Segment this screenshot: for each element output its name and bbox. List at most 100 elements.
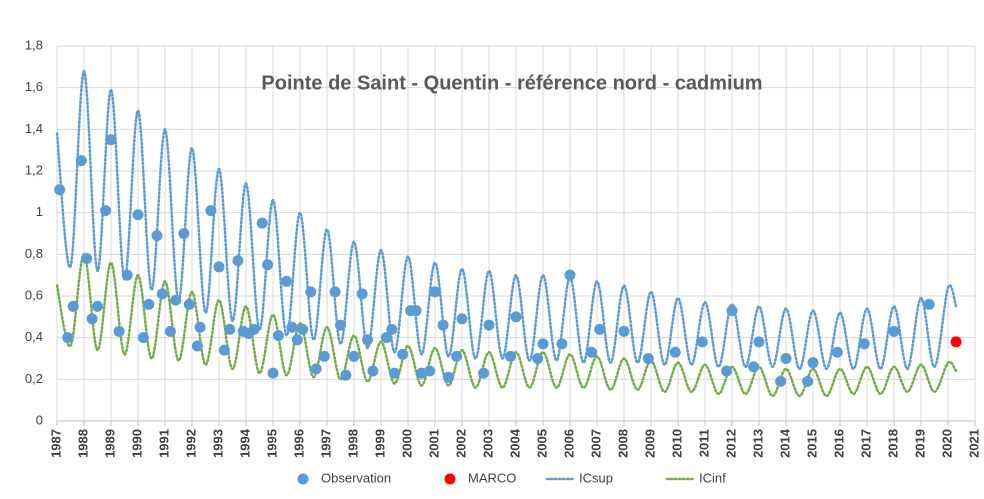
data-point [505,350,517,362]
x-tick-label: 2004 [507,428,522,458]
data-point [669,346,681,358]
x-tick-label: 2000 [399,429,414,458]
y-tick-label: 1 [36,204,43,219]
x-tick-label: 2008 [615,429,630,458]
data-point [923,298,935,310]
data-point [105,134,117,146]
data-point [858,338,870,350]
data-point [642,353,654,364]
x-tick-label: 1993 [210,429,225,458]
data-point [478,367,490,379]
data-point [92,300,103,312]
data-point [807,357,819,369]
series-line [55,69,958,371]
data-point [618,325,630,337]
data-point [483,319,495,331]
legend-label: ICsup [579,470,613,485]
x-tick-label: 2020 [939,429,954,458]
data-point [305,286,317,298]
legend-label: Observation [321,470,391,485]
data-point [397,348,409,360]
data-point [443,371,454,383]
legend-label: MARCO [468,470,516,485]
data-point [362,334,373,346]
y-tick-label: 0,4 [25,329,43,344]
data-point [62,332,74,344]
data-point [586,346,598,358]
data-point [137,332,149,344]
grid: 0 0,2 0,4 0,6 0,8 1 1,2 1,4 1,6 1,8 1987 1988 1989 19… [25,37,982,457]
data-point [81,253,93,264]
data-point [802,375,814,387]
data-point [950,336,962,348]
y-tick-label: 0,2 [25,371,43,386]
data-point [281,275,292,287]
legend-marker [297,473,309,485]
data-point [537,338,549,350]
data-point [775,375,787,387]
data-point [389,367,400,379]
x-tick-label: 2003 [480,429,495,458]
data-point [205,205,217,217]
data-point [156,288,168,300]
x-tick-label: 2018 [885,429,900,458]
x-tick-label: 2005 [534,429,549,458]
data-point [191,340,203,352]
x-tick-label: 1991 [156,429,171,458]
data-point [262,259,274,271]
legend-label: ICinf [699,470,726,485]
x-tick-label: 1995 [264,429,279,458]
data-point [329,286,341,298]
data-point [286,321,298,333]
data-point [248,323,260,335]
data-point [721,365,733,377]
legend-marker [444,473,456,485]
data-point [726,305,738,317]
data-point [86,313,98,325]
data-point [367,365,379,377]
data-point [380,332,392,344]
data-point [132,209,144,221]
data-point [437,319,449,331]
y-tick-label: 0,6 [25,287,43,302]
data-point [556,338,568,350]
data-point [121,269,133,281]
data-point [113,325,125,337]
data-point [888,325,900,337]
data-point [335,319,346,331]
data-point [348,350,360,362]
data-point [256,217,268,229]
x-tick-label: 2016 [831,429,846,458]
x-tick-label: 2013 [750,429,765,458]
x-tick-label: 1992 [183,429,198,458]
data-point [170,294,182,306]
y-tick-label: 1,8 [25,37,43,52]
y-tick-label: 0 [36,412,43,427]
x-tick-label: 2019 [912,429,927,458]
data-point [532,353,544,364]
data-point [267,367,279,379]
x-tick-label: 2012 [723,429,738,458]
x-tick-label: 1990 [129,429,144,458]
data-point [183,298,195,310]
x-tick-label: 2011 [696,429,711,457]
data-point [178,228,190,239]
data-point [143,298,155,310]
x-tick-label: 2014 [777,428,792,458]
data-point [194,321,206,333]
data-point [310,363,322,375]
x-tick-label: 1997 [318,429,333,458]
data-point [510,311,522,323]
x-tick-label: 1994 [237,428,252,458]
data-point [429,286,441,298]
data-point [696,336,708,348]
data-point [340,369,352,381]
data-point [424,365,436,377]
data-point [291,334,303,346]
x-tick-label: 1999 [372,429,387,458]
x-tick-label: 2021 [966,429,981,458]
y-tick-label: 1,4 [25,121,43,136]
data-point [213,261,225,273]
